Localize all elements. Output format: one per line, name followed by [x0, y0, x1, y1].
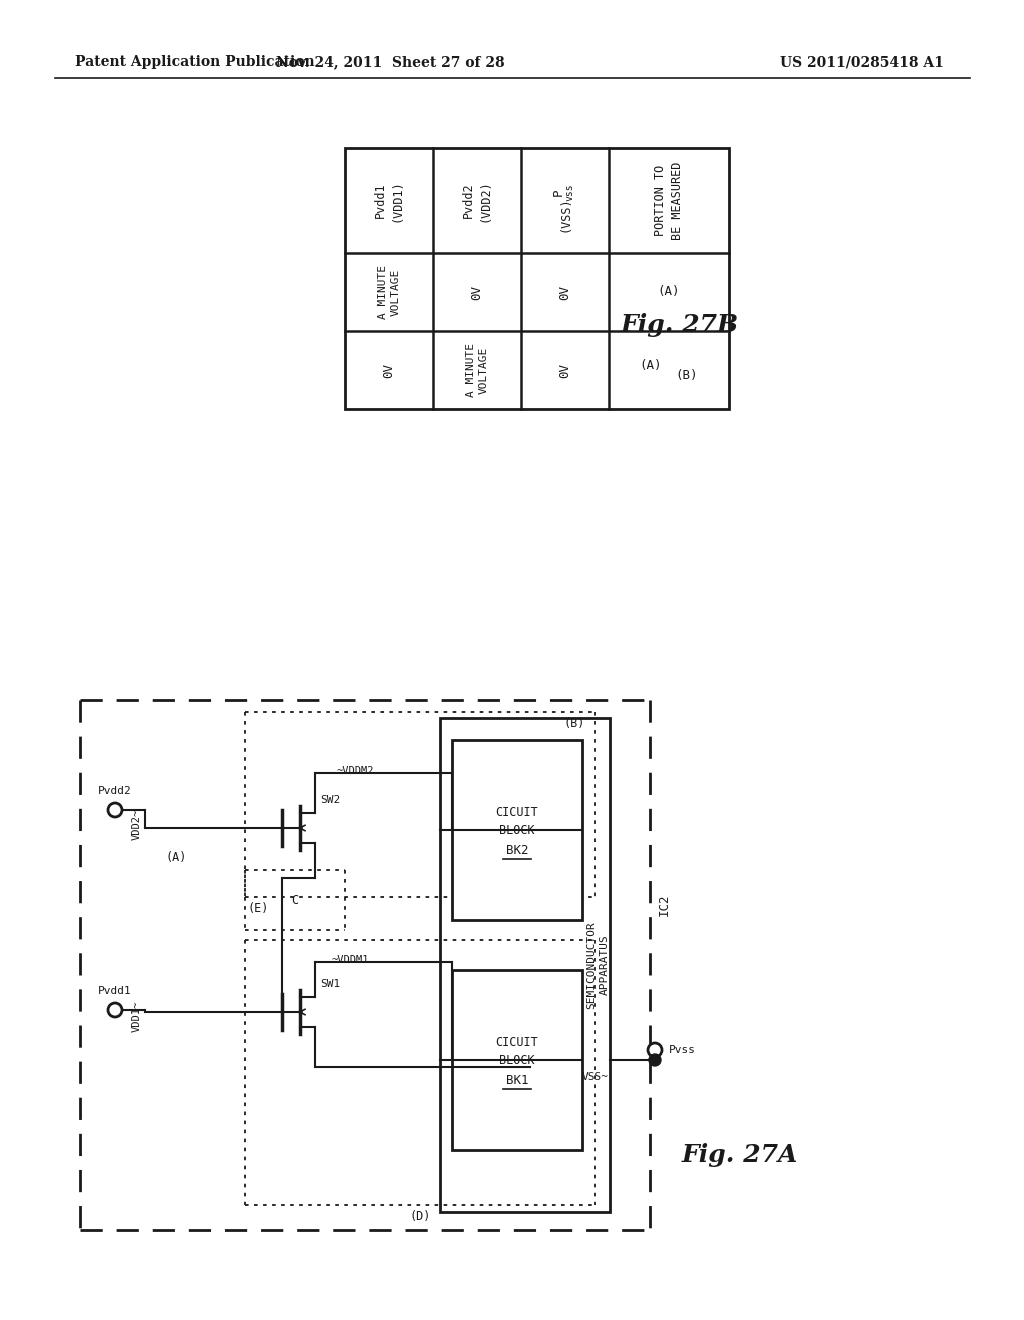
- Text: SW2: SW2: [319, 795, 340, 805]
- Text: VDD2~: VDD2~: [132, 808, 142, 840]
- Text: Fig. 27A: Fig. 27A: [682, 1143, 798, 1167]
- Text: (E): (E): [247, 902, 268, 915]
- Text: (B): (B): [563, 717, 585, 730]
- Text: VSS~: VSS~: [582, 1072, 608, 1082]
- Text: US 2011/0285418 A1: US 2011/0285418 A1: [780, 55, 944, 69]
- Text: ~VDDM1: ~VDDM1: [331, 954, 369, 965]
- Bar: [345, 148, 729, 409]
- Circle shape: [108, 803, 122, 817]
- Text: 0V: 0V: [558, 285, 571, 300]
- Bar: [440, 718, 610, 1212]
- Text: VDD1~: VDD1~: [132, 1001, 142, 1032]
- Text: SW1: SW1: [319, 979, 340, 989]
- Text: 0V: 0V: [470, 285, 483, 300]
- Text: Pvdd1
(VDD1): Pvdd1 (VDD1): [374, 180, 404, 222]
- Text: ~VDDM2: ~VDDM2: [336, 766, 374, 776]
- Text: 0V: 0V: [558, 363, 571, 378]
- Text: Patent Application Publication: Patent Application Publication: [75, 55, 314, 69]
- Text: BK2: BK2: [506, 843, 528, 857]
- Text: vss: vss: [565, 183, 575, 202]
- Text: (B): (B): [676, 368, 698, 381]
- Text: Pvdd1: Pvdd1: [98, 986, 132, 997]
- Text: (VSS): (VSS): [558, 197, 571, 232]
- Text: (A): (A): [657, 285, 680, 298]
- Text: Nov. 24, 2011  Sheet 27 of 28: Nov. 24, 2011 Sheet 27 of 28: [275, 55, 504, 69]
- Text: BLOCK: BLOCK: [499, 824, 535, 837]
- Circle shape: [649, 1053, 662, 1067]
- Text: Pvss: Pvss: [669, 1045, 696, 1055]
- Text: A MINUTE
VOLTAGE: A MINUTE VOLTAGE: [466, 343, 488, 397]
- Bar: [452, 741, 582, 920]
- Text: PORTION TO
BE MEASURED: PORTION TO BE MEASURED: [654, 161, 684, 240]
- Text: CICUIT: CICUIT: [496, 1035, 539, 1048]
- Circle shape: [648, 1043, 662, 1057]
- Text: Pvdd2
(VDD2): Pvdd2 (VDD2): [462, 180, 492, 222]
- Text: Pvdd2: Pvdd2: [98, 785, 132, 796]
- Text: (A): (A): [165, 851, 186, 865]
- Text: CICUIT: CICUIT: [496, 805, 539, 818]
- Text: (D): (D): [410, 1210, 431, 1224]
- Text: IC2: IC2: [658, 894, 671, 916]
- Text: (A): (A): [640, 359, 663, 371]
- Text: SEMICONDUCTOR
APPARATUS: SEMICONDUCTOR APPARATUS: [587, 921, 609, 1008]
- Text: BK1: BK1: [506, 1073, 528, 1086]
- Text: A MINUTE
VOLTAGE: A MINUTE VOLTAGE: [378, 265, 400, 319]
- Bar: [452, 970, 582, 1150]
- Circle shape: [108, 1003, 122, 1016]
- Text: Fig. 27B: Fig. 27B: [621, 313, 739, 337]
- Text: BLOCK: BLOCK: [499, 1053, 535, 1067]
- Text: C: C: [292, 894, 299, 907]
- Text: 0V: 0V: [383, 363, 395, 378]
- Text: P: P: [552, 189, 565, 197]
